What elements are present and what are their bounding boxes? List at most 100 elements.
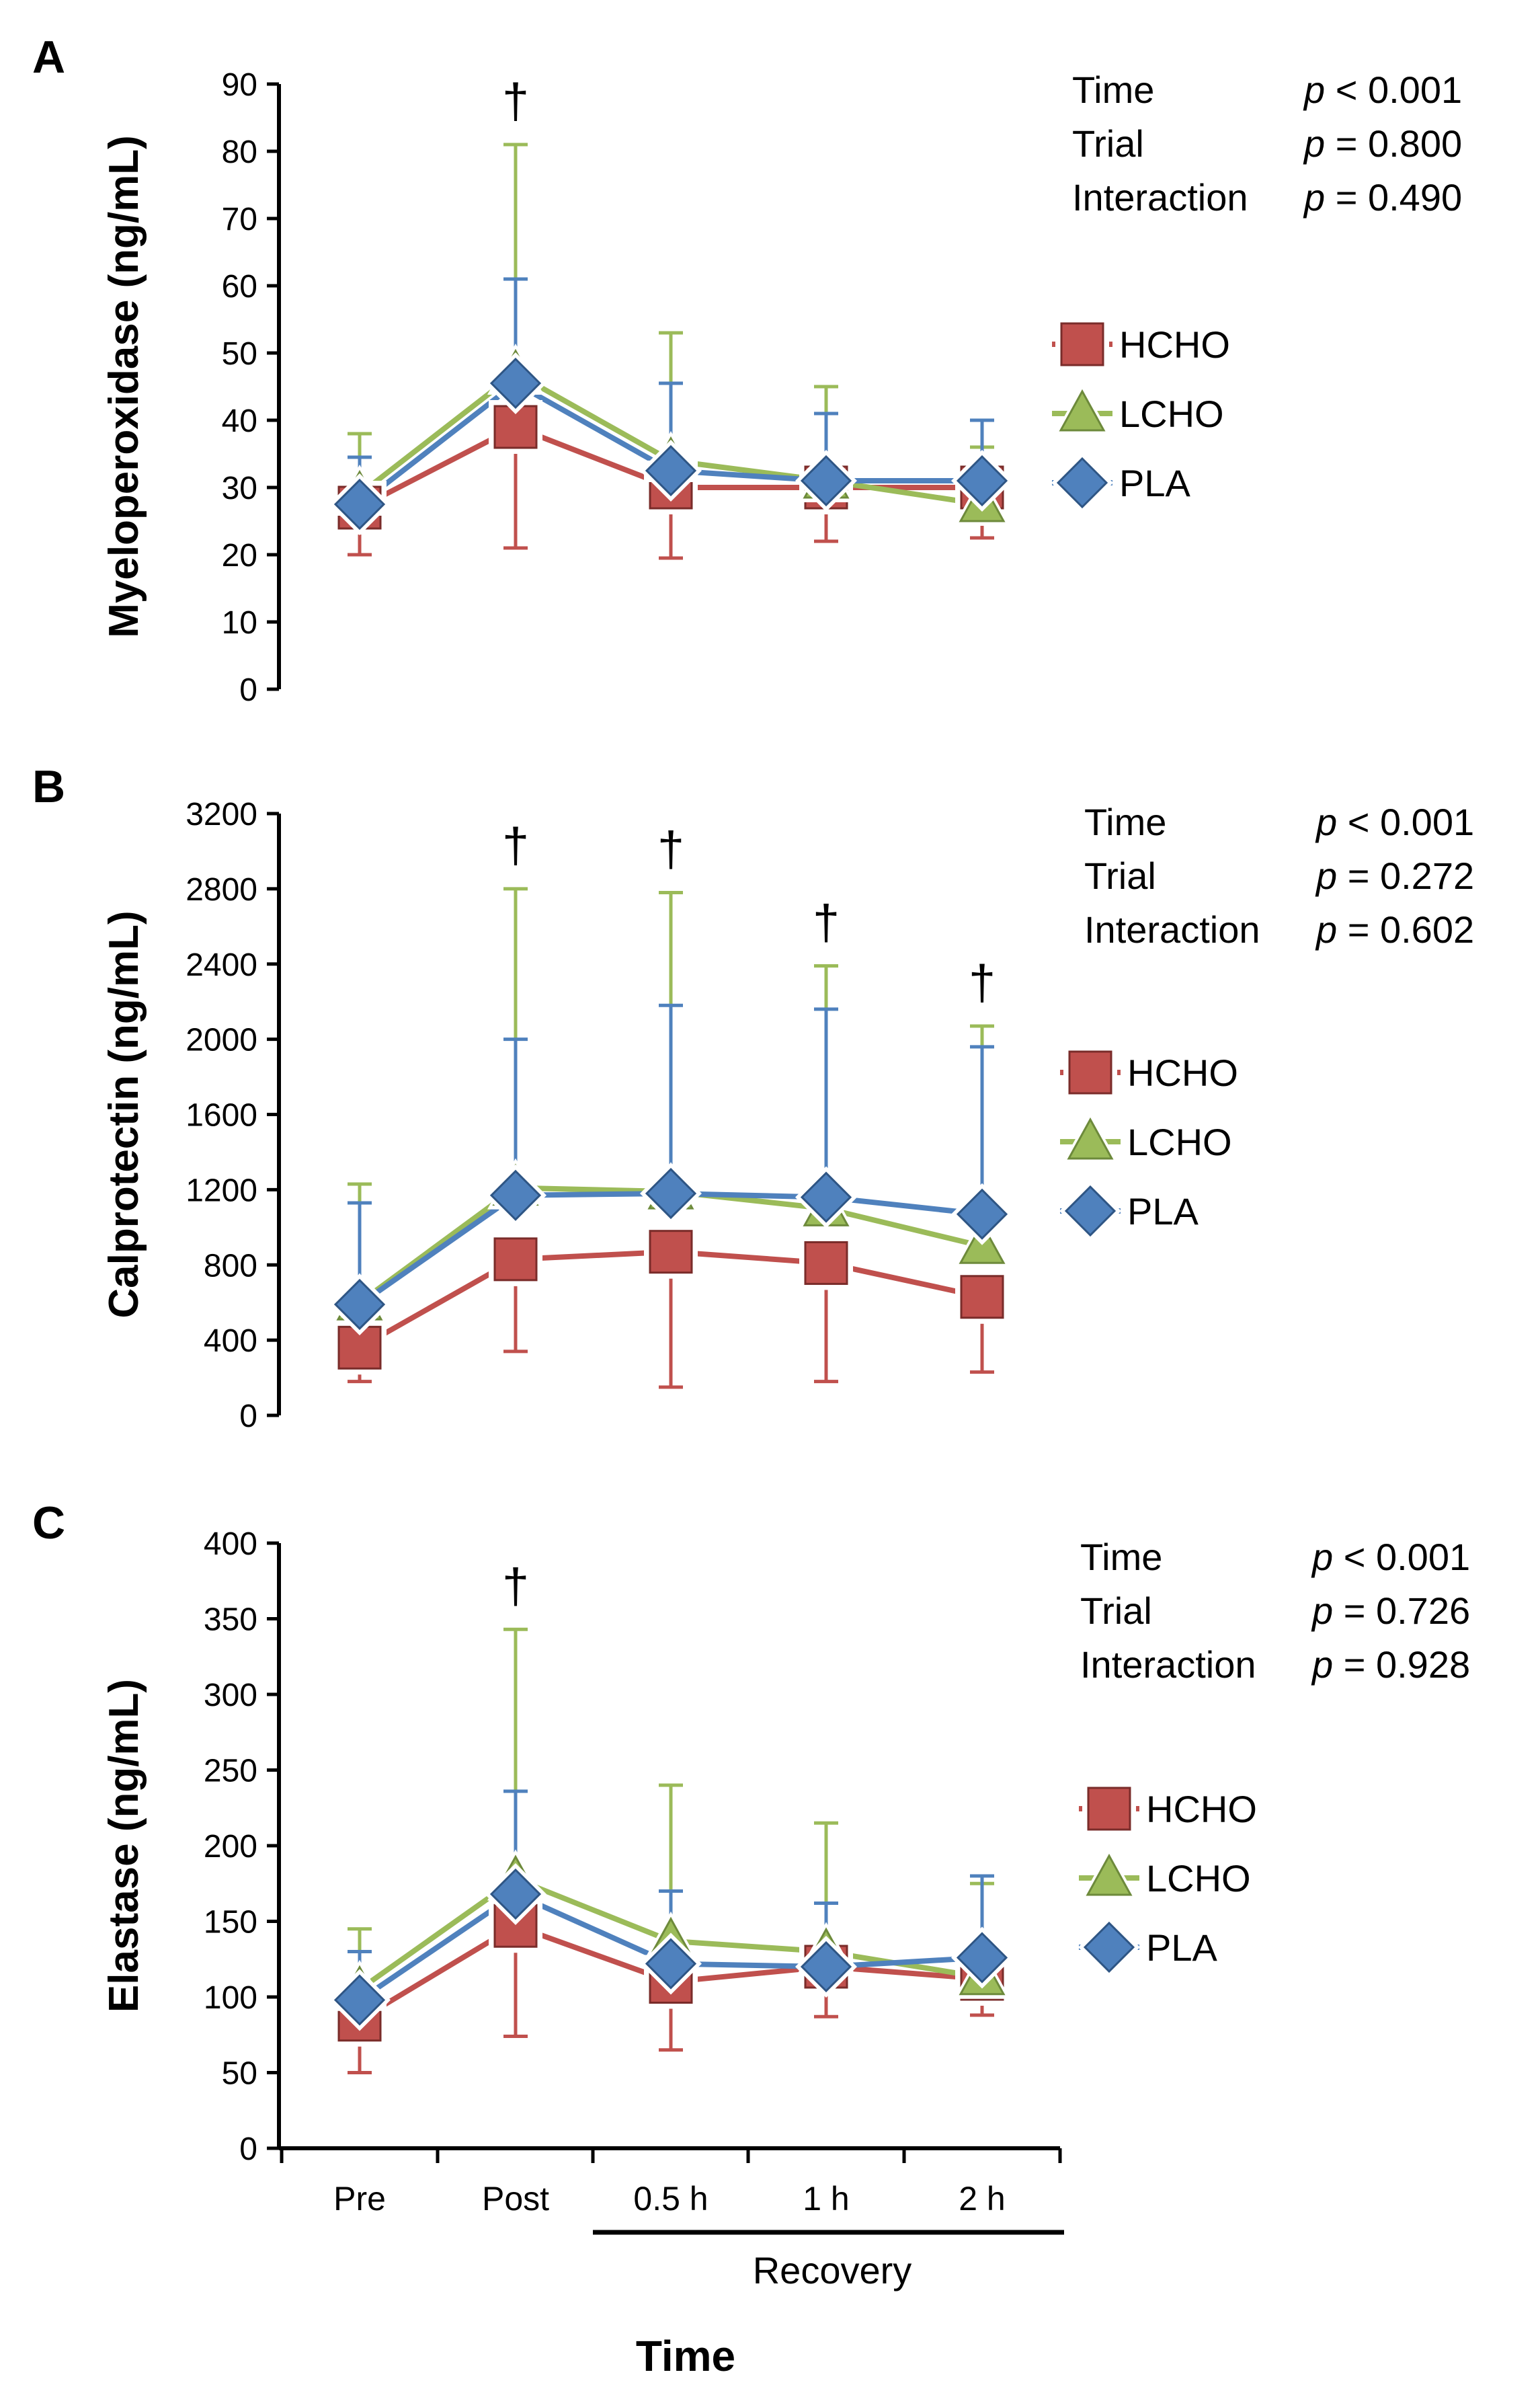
stat-label: Time — [1080, 1536, 1162, 1578]
x-axis-title: Time — [636, 2332, 735, 2380]
legend-marker-shape — [1068, 1050, 1112, 1095]
stat-value: p = 0.800 — [1303, 122, 1462, 165]
y-tick-label: 2400 — [186, 947, 257, 983]
marker-pla-shape — [645, 1938, 697, 1990]
y-tick-label: 300 — [204, 1678, 257, 1713]
legend-marker-shape — [1086, 1853, 1133, 1896]
y-tick-label: 100 — [204, 1980, 257, 2016]
marker-pla — [795, 1166, 857, 1228]
legend-item-pla: PLA — [1078, 1916, 1217, 1978]
y-tick-label: 3200 — [186, 797, 257, 832]
y-tick-label: 80 — [222, 134, 257, 170]
y-tick-label: 60 — [222, 269, 257, 305]
stat-value: p = 0.928 — [1311, 1643, 1470, 1686]
marker-pla-shape — [956, 1932, 1008, 1984]
legend-marker — [1063, 1046, 1117, 1099]
panel-a-letter: A — [32, 32, 65, 83]
significance-dagger: † — [657, 822, 684, 876]
y-tick-label: 1600 — [186, 1098, 257, 1134]
y-axis-title: Myeloperoxidase (ng/mL) — [101, 135, 147, 638]
legend-label: HCHO — [1119, 323, 1230, 366]
panel-b: B 0 400 800 1200 1600 2000 2400 2800 3200 Calprot… — [32, 761, 1474, 1434]
stat-number: = 0.800 — [1325, 122, 1462, 165]
legend-label: PLA — [1119, 462, 1190, 504]
legend-label: PLA — [1146, 1926, 1217, 1969]
marker-pla-shape — [489, 357, 542, 409]
y-tick-label: 2000 — [186, 1023, 257, 1058]
y-tick-label: 50 — [222, 336, 257, 372]
marker-pla — [795, 450, 857, 512]
panel-c: C 0 50 100 150 200 250 300 350 400 Elastase (ng/m… — [32, 1497, 1470, 2167]
x-tick-label-0-5h: 0.5 h — [633, 2180, 708, 2218]
stat-p: p — [1311, 1590, 1333, 1632]
marker-hcho — [955, 1269, 1009, 1324]
y-tick-label: 90 — [222, 67, 257, 103]
marker-hcho — [489, 1232, 542, 1286]
marker-pla — [951, 1926, 1013, 1989]
marker-pla-shape — [333, 478, 386, 531]
legend-marker-shape — [1064, 1185, 1117, 1237]
legend-marker — [1055, 317, 1109, 371]
stat-value: p = 0.490 — [1303, 176, 1462, 219]
legend-marker-shape — [1059, 389, 1106, 432]
legend-label: LCHO — [1119, 393, 1224, 435]
stat-value: p = 0.726 — [1311, 1590, 1470, 1632]
y-tick-label: 400 — [204, 1323, 257, 1359]
y-tick-label: 2800 — [186, 872, 257, 908]
legend-label: HCHO — [1146, 1788, 1257, 1830]
marker-pla — [951, 450, 1013, 512]
marker-pla-shape — [956, 1188, 1008, 1240]
y-tick-label: 30 — [222, 471, 257, 506]
panel-a-plot: 0 10 20 30 40 50 60 70 80 90 Myeloperoxidase (ng/m… — [101, 67, 1462, 708]
panel-b-plot: 0 400 800 1200 1600 2000 2400 2800 3200 Calprotec… — [101, 797, 1474, 1434]
stat-p: p — [1311, 1643, 1333, 1686]
stat-p: p — [1303, 69, 1325, 111]
stat-value: p < 0.001 — [1315, 801, 1474, 843]
y-tick-label: 400 — [204, 1526, 257, 1562]
y-tick-label: 10 — [222, 605, 257, 641]
marker-pla-shape — [333, 1278, 386, 1331]
marker-pla — [640, 440, 702, 502]
marker-pla — [795, 1936, 857, 1998]
legend-label: LCHO — [1146, 1857, 1251, 1899]
stat-label: Interaction — [1080, 1643, 1256, 1686]
legend-marker — [1078, 1916, 1140, 1978]
marker-pla-shape — [956, 455, 1008, 507]
stat-number: = 0.490 — [1325, 176, 1462, 219]
stat-label: Time — [1084, 801, 1166, 843]
stat-p: p — [1303, 122, 1325, 165]
legend-marker — [1059, 1180, 1121, 1242]
legend-item-lcho: LCHO — [1079, 1848, 1251, 1899]
marker-hcho-shape — [804, 1241, 848, 1285]
legend-marker-shape — [1083, 1921, 1135, 1973]
stat-p: p — [1311, 1536, 1333, 1578]
marker-pla-shape — [489, 1868, 542, 1920]
marker-pla-shape — [645, 1167, 697, 1220]
stat-p: p — [1315, 801, 1337, 843]
legend-item-pla: PLA — [1059, 1180, 1199, 1242]
stat-value: p < 0.001 — [1311, 1536, 1470, 1578]
y-axis-title: Calprotectin (ng/mL) — [101, 910, 147, 1318]
legend-item-pla: PLA — [1051, 452, 1190, 514]
significance-dagger: † — [813, 896, 840, 950]
y-tick-label: 0 — [239, 1399, 257, 1434]
y-tick-label: 800 — [204, 1248, 257, 1284]
marker-pla — [640, 1162, 702, 1224]
y-tick-label: 50 — [222, 2056, 257, 2092]
legend-item-lcho: LCHO — [1060, 1112, 1232, 1163]
y-tick-label: 40 — [222, 403, 257, 439]
stat-number: = 0.602 — [1337, 908, 1474, 951]
y-tick-label: 200 — [204, 1829, 257, 1865]
legend-marker-shape — [1067, 1117, 1114, 1160]
x-tick-label-pre: Pre — [333, 2180, 386, 2218]
stat-number: < 0.001 — [1325, 69, 1462, 111]
marker-pla-shape — [800, 1171, 852, 1223]
legend-item-hcho: HCHO — [1079, 1782, 1257, 1836]
marker-pla-shape — [489, 1169, 542, 1221]
legend-marker-shape — [1060, 322, 1104, 366]
stat-value: p = 0.272 — [1315, 855, 1474, 897]
marker-pla-shape — [800, 1941, 852, 1993]
y-tick-label: 70 — [222, 202, 257, 237]
y-tick-label: 20 — [222, 538, 257, 574]
legend-marker-shape — [1087, 1787, 1131, 1831]
